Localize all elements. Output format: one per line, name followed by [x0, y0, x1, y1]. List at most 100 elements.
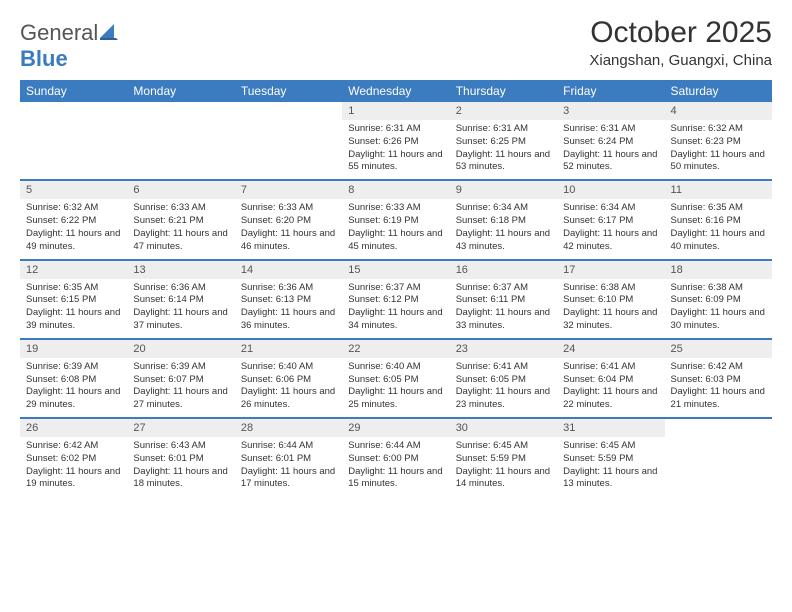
daylight-text: Daylight: 11 hours and 29 minutes. [26, 386, 121, 412]
day-number: 25 [665, 340, 772, 358]
day-info: Sunrise: 6:36 AMSunset: 6:13 PMDaylight:… [235, 279, 342, 338]
calendar-cell: 1Sunrise: 6:31 AMSunset: 6:26 PMDaylight… [342, 102, 449, 180]
sunrise-text: Sunrise: 6:40 AM [241, 361, 336, 374]
day-info: Sunrise: 6:34 AMSunset: 6:17 PMDaylight:… [557, 199, 664, 258]
calendar-cell: 11Sunrise: 6:35 AMSunset: 6:16 PMDayligh… [665, 180, 772, 259]
sunrise-text: Sunrise: 6:39 AM [133, 361, 228, 374]
daylight-text: Daylight: 11 hours and 13 minutes. [563, 466, 658, 492]
day-info: Sunrise: 6:36 AMSunset: 6:14 PMDaylight:… [127, 279, 234, 338]
daylight-text: Daylight: 11 hours and 14 minutes. [456, 466, 551, 492]
sunrise-text: Sunrise: 6:38 AM [671, 282, 766, 295]
calendar-cell: 22Sunrise: 6:40 AMSunset: 6:05 PMDayligh… [342, 339, 449, 418]
sunset-text: Sunset: 6:09 PM [671, 294, 766, 307]
daylight-text: Daylight: 11 hours and 33 minutes. [456, 307, 551, 333]
calendar-cell: 2Sunrise: 6:31 AMSunset: 6:25 PMDaylight… [450, 102, 557, 180]
sunrise-text: Sunrise: 6:44 AM [348, 440, 443, 453]
sunset-text: Sunset: 6:26 PM [348, 136, 443, 149]
sunset-text: Sunset: 6:02 PM [26, 453, 121, 466]
day-number: 3 [557, 102, 664, 120]
daylight-text: Daylight: 11 hours and 23 minutes. [456, 386, 551, 412]
day-number: 16 [450, 261, 557, 279]
day-number: 17 [557, 261, 664, 279]
day-number: 5 [20, 181, 127, 199]
sunrise-text: Sunrise: 6:44 AM [241, 440, 336, 453]
day-number: 13 [127, 261, 234, 279]
sunset-text: Sunset: 6:22 PM [26, 215, 121, 228]
sunrise-text: Sunrise: 6:34 AM [563, 202, 658, 215]
sunset-text: Sunset: 6:13 PM [241, 294, 336, 307]
sunrise-text: Sunrise: 6:31 AM [348, 123, 443, 136]
calendar-cell: 4Sunrise: 6:32 AMSunset: 6:23 PMDaylight… [665, 102, 772, 180]
daylight-text: Daylight: 11 hours and 25 minutes. [348, 386, 443, 412]
daylight-text: Daylight: 11 hours and 27 minutes. [133, 386, 228, 412]
sunset-text: Sunset: 6:04 PM [563, 374, 658, 387]
sunset-text: Sunset: 6:10 PM [563, 294, 658, 307]
sunset-text: Sunset: 6:12 PM [348, 294, 443, 307]
sunset-text: Sunset: 6:06 PM [241, 374, 336, 387]
calendar-cell: 12Sunrise: 6:35 AMSunset: 6:15 PMDayligh… [20, 260, 127, 339]
day-info: Sunrise: 6:34 AMSunset: 6:18 PMDaylight:… [450, 199, 557, 258]
day-number: 23 [450, 340, 557, 358]
sunrise-text: Sunrise: 6:42 AM [26, 440, 121, 453]
title-block: October 2025 Xiangshan, Guangxi, China [589, 16, 772, 69]
day-number: 14 [235, 261, 342, 279]
day-info: Sunrise: 6:45 AMSunset: 5:59 PMDaylight:… [450, 437, 557, 496]
calendar-cell: 16Sunrise: 6:37 AMSunset: 6:11 PMDayligh… [450, 260, 557, 339]
daylight-text: Daylight: 11 hours and 37 minutes. [133, 307, 228, 333]
sunset-text: Sunset: 6:21 PM [133, 215, 228, 228]
daylight-text: Daylight: 11 hours and 39 minutes. [26, 307, 121, 333]
calendar-cell: 8Sunrise: 6:33 AMSunset: 6:19 PMDaylight… [342, 180, 449, 259]
day-info: Sunrise: 6:40 AMSunset: 6:05 PMDaylight:… [342, 358, 449, 417]
sunset-text: Sunset: 6:03 PM [671, 374, 766, 387]
calendar-cell: 14Sunrise: 6:36 AMSunset: 6:13 PMDayligh… [235, 260, 342, 339]
day-info: Sunrise: 6:41 AMSunset: 6:04 PMDaylight:… [557, 358, 664, 417]
weekday-header: Sunday [20, 80, 127, 102]
day-number: 28 [235, 419, 342, 437]
weekday-header: Friday [557, 80, 664, 102]
logo-text-1: General [20, 20, 98, 45]
daylight-text: Daylight: 11 hours and 43 minutes. [456, 228, 551, 254]
day-info: Sunrise: 6:40 AMSunset: 6:06 PMDaylight:… [235, 358, 342, 417]
sunrise-text: Sunrise: 6:33 AM [348, 202, 443, 215]
daylight-text: Daylight: 11 hours and 30 minutes. [671, 307, 766, 333]
weekday-header: Saturday [665, 80, 772, 102]
day-info: Sunrise: 6:33 AMSunset: 6:20 PMDaylight:… [235, 199, 342, 258]
day-info: Sunrise: 6:38 AMSunset: 6:10 PMDaylight:… [557, 279, 664, 338]
sunset-text: Sunset: 6:08 PM [26, 374, 121, 387]
sunrise-text: Sunrise: 6:37 AM [456, 282, 551, 295]
day-info: Sunrise: 6:31 AMSunset: 6:25 PMDaylight:… [450, 120, 557, 179]
calendar-cell: 28Sunrise: 6:44 AMSunset: 6:01 PMDayligh… [235, 418, 342, 496]
day-info: Sunrise: 6:37 AMSunset: 6:11 PMDaylight:… [450, 279, 557, 338]
calendar-cell: 24Sunrise: 6:41 AMSunset: 6:04 PMDayligh… [557, 339, 664, 418]
calendar-cell: 23Sunrise: 6:41 AMSunset: 6:05 PMDayligh… [450, 339, 557, 418]
daylight-text: Daylight: 11 hours and 32 minutes. [563, 307, 658, 333]
day-info: Sunrise: 6:31 AMSunset: 6:26 PMDaylight:… [342, 120, 449, 179]
weekday-header: Tuesday [235, 80, 342, 102]
calendar-cell: 6Sunrise: 6:33 AMSunset: 6:21 PMDaylight… [127, 180, 234, 259]
day-number: 21 [235, 340, 342, 358]
sunrise-text: Sunrise: 6:33 AM [241, 202, 336, 215]
logo-text-2: Blue [20, 46, 68, 71]
day-info: Sunrise: 6:41 AMSunset: 6:05 PMDaylight:… [450, 358, 557, 417]
daylight-text: Daylight: 11 hours and 17 minutes. [241, 466, 336, 492]
sunset-text: Sunset: 6:00 PM [348, 453, 443, 466]
daylight-text: Daylight: 11 hours and 52 minutes. [563, 149, 658, 175]
calendar-cell: 5Sunrise: 6:32 AMSunset: 6:22 PMDaylight… [20, 180, 127, 259]
calendar-week-row: 5Sunrise: 6:32 AMSunset: 6:22 PMDaylight… [20, 180, 772, 259]
weekday-header: Thursday [450, 80, 557, 102]
calendar-cell: 20 Sunrise: 6:39 AMSunset: 6:07 PMDayligh… [127, 339, 234, 418]
day-number: 10 [557, 181, 664, 199]
sunset-text: Sunset: 6:07 PM [133, 374, 228, 387]
calendar-cell: 26Sunrise: 6:42 AMSunset: 6:02 PMDayligh… [20, 418, 127, 496]
sunset-text: Sunset: 6:01 PM [133, 453, 228, 466]
day-number: 30 [450, 419, 557, 437]
daylight-text: Daylight: 11 hours and 36 minutes. [241, 307, 336, 333]
daylight-text: Daylight: 11 hours and 21 minutes. [671, 386, 766, 412]
sunset-text: Sunset: 6:17 PM [563, 215, 658, 228]
sunset-text: Sunset: 6:25 PM [456, 136, 551, 149]
day-number: 20 [127, 340, 234, 358]
sunrise-text: Sunrise: 6:40 AM [348, 361, 443, 374]
calendar-cell: 3Sunrise: 6:31 AMSunset: 6:24 PMDaylight… [557, 102, 664, 180]
day-info: Sunrise: 6:42 AMSunset: 6:03 PMDaylight:… [665, 358, 772, 417]
day-info: Sunrise: 6:33 AMSunset: 6:19 PMDaylight:… [342, 199, 449, 258]
